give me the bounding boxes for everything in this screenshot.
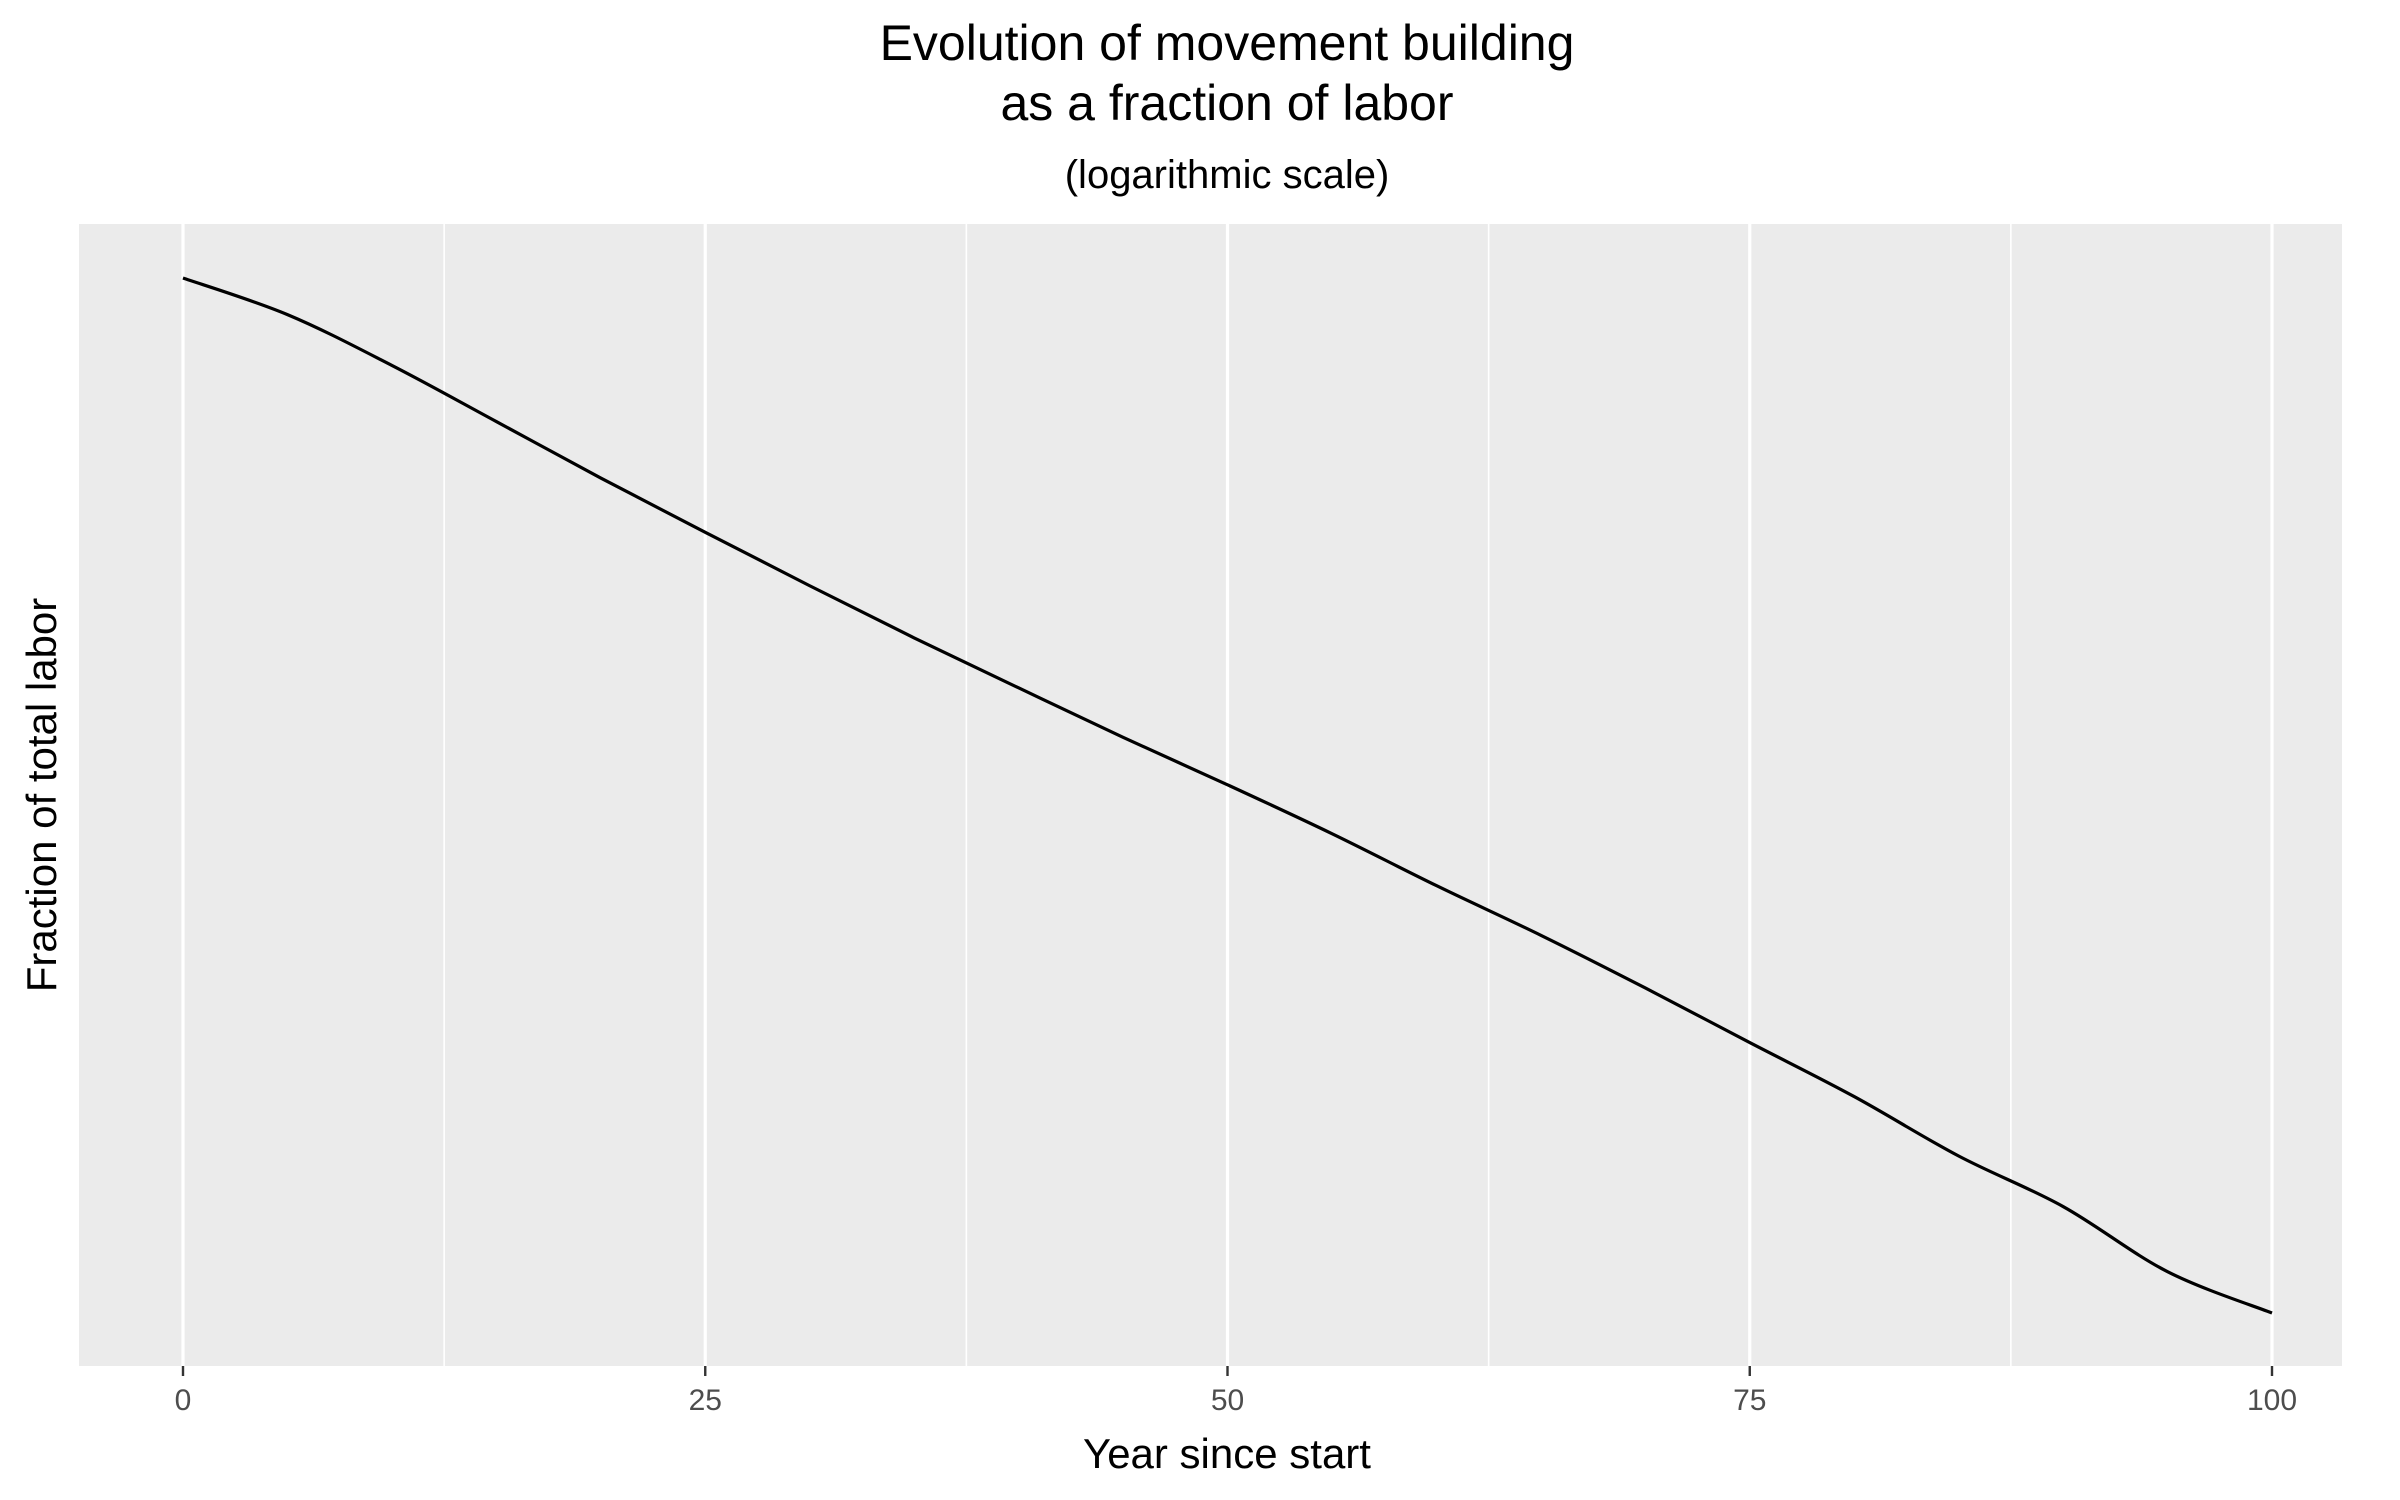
x-tick-label: 100 [2247,1384,2297,1417]
x-tick-label: 25 [689,1384,722,1417]
minor-gridlines [443,224,2012,1366]
chart-title-line-2: as a fraction of labor [1000,75,1453,131]
series-line [182,276,2273,1315]
chart-title-line-1: Evolution of movement building [880,15,1575,71]
series-layer [182,276,2273,1315]
major-gridlines [181,224,2274,1366]
x-tick-label: 0 [175,1384,192,1417]
x-axis-title: Year since start [1083,1430,1371,1477]
x-tick-label: 50 [1211,1384,1244,1417]
y-axis-title: Fraction of total labor [18,598,65,993]
x-tick-label: 75 [1733,1384,1766,1417]
x-axis-ticks: 0 25 50 75 100 [175,1366,2297,1417]
chart-subtitle: (logarithmic scale) [1065,153,1390,197]
plot-panel [79,224,2342,1366]
